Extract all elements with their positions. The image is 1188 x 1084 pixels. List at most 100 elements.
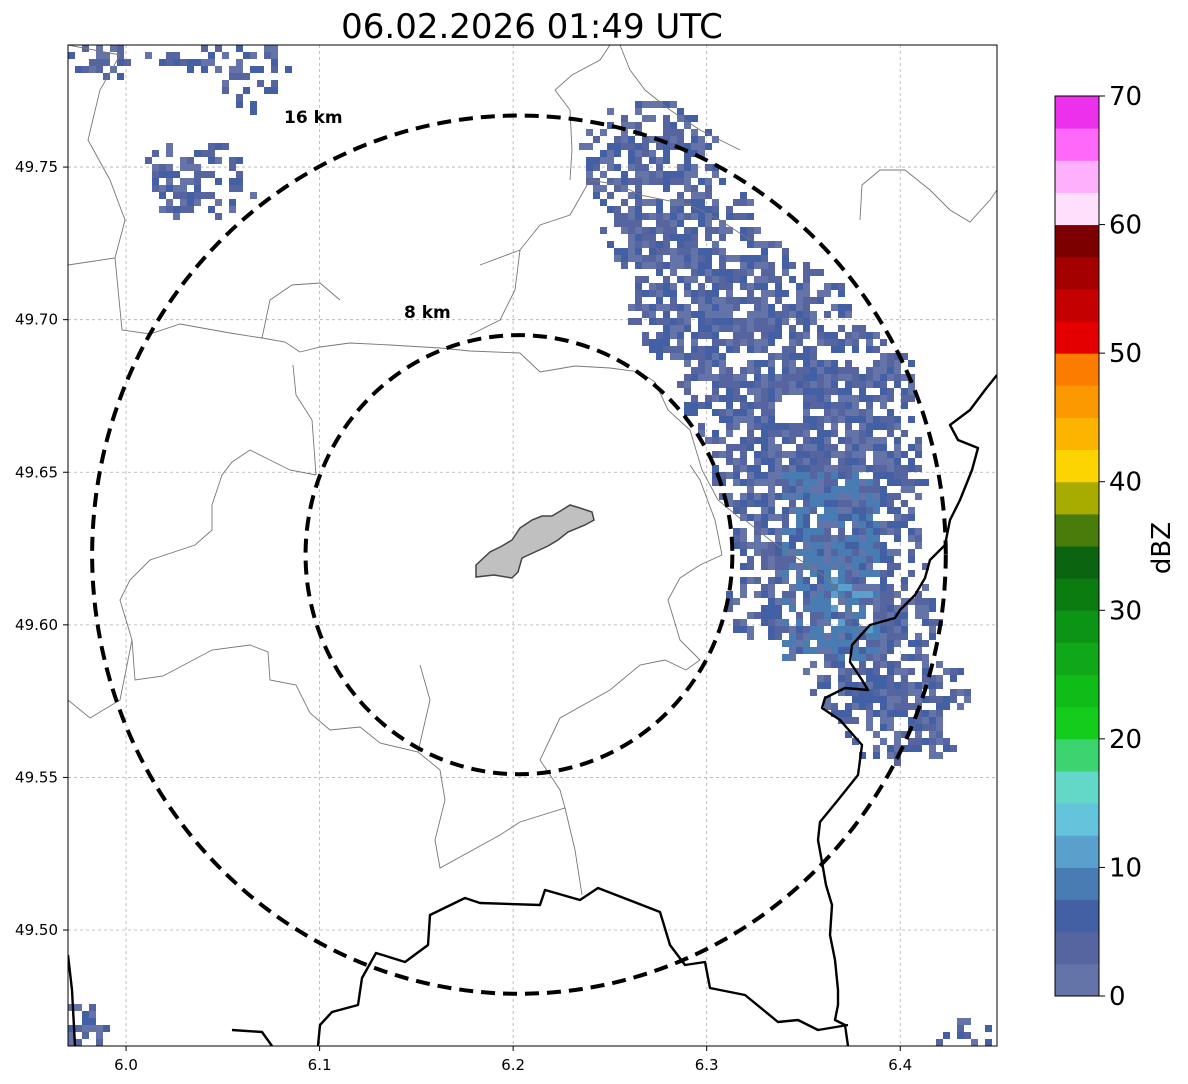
- echo-pixel: [740, 381, 747, 388]
- echo-pixel: [229, 199, 236, 206]
- echo-pixel: [663, 178, 670, 185]
- echo-pixel: [768, 528, 775, 535]
- echo-pixel: [887, 724, 894, 731]
- echo-pixel: [950, 668, 957, 675]
- echo-pixel: [817, 605, 824, 612]
- echo-pixel: [796, 297, 803, 304]
- echo-pixel: [866, 430, 873, 437]
- echo-pixel: [649, 213, 656, 220]
- echo-pixel: [656, 220, 663, 227]
- echo-pixel: [670, 346, 677, 353]
- echo-pixel: [880, 549, 887, 556]
- echo-pixel: [782, 360, 789, 367]
- echo-pixel: [747, 367, 754, 374]
- echo-pixel: [782, 507, 789, 514]
- echo-pixel: [796, 458, 803, 465]
- echo-pixel: [740, 192, 747, 199]
- echo-pixel: [628, 241, 635, 248]
- echo-pixel: [859, 423, 866, 430]
- echo-pixel: [936, 738, 943, 745]
- echo-pixel: [698, 304, 705, 311]
- echo-pixel: [768, 409, 775, 416]
- echo-pixel: [740, 507, 747, 514]
- echo-pixel: [761, 255, 768, 262]
- echo-pixel: [754, 262, 761, 269]
- echo-pixel: [726, 458, 733, 465]
- echo-pixel: [663, 213, 670, 220]
- echo-pixel: [152, 164, 159, 171]
- echo-pixel: [754, 493, 761, 500]
- echo-pixel: [159, 192, 166, 199]
- echo-pixel: [775, 297, 782, 304]
- echo-pixel: [908, 388, 915, 395]
- echo-pixel: [754, 479, 761, 486]
- echo-pixel: [670, 248, 677, 255]
- echo-pixel: [761, 563, 768, 570]
- echo-pixel: [775, 353, 782, 360]
- map-title: 06.02.2026 01:49 UTC: [341, 7, 723, 47]
- echo-pixel: [845, 584, 852, 591]
- echo-pixel: [908, 395, 915, 402]
- echo-pixel: [817, 395, 824, 402]
- echo-pixel: [817, 430, 824, 437]
- echo-pixel: [656, 304, 663, 311]
- echo-pixel: [887, 479, 894, 486]
- echo-pixel: [838, 535, 845, 542]
- echo-pixel: [670, 269, 677, 276]
- echo-pixel: [915, 745, 922, 752]
- echo-pixel: [873, 458, 880, 465]
- echo-pixel: [740, 528, 747, 535]
- echo-pixel: [887, 570, 894, 577]
- echo-pixel: [173, 185, 180, 192]
- echo-pixel: [712, 353, 719, 360]
- echo-pixel: [950, 675, 957, 682]
- echo-pixel: [768, 388, 775, 395]
- echo-pixel: [852, 458, 859, 465]
- echo-pixel: [803, 444, 810, 451]
- echo-pixel: [796, 304, 803, 311]
- echo-pixel: [887, 528, 894, 535]
- echo-pixel: [145, 157, 152, 164]
- echo-pixel: [810, 381, 817, 388]
- echo-pixel: [880, 542, 887, 549]
- echo-pixel: [957, 689, 964, 696]
- echo-pixel: [803, 465, 810, 472]
- echo-pixel: [761, 262, 768, 269]
- echo-pixel: [691, 234, 698, 241]
- echo-pixel: [663, 115, 670, 122]
- echo-pixel: [740, 213, 747, 220]
- echo-pixel: [775, 528, 782, 535]
- echo-pixel: [768, 612, 775, 619]
- echo-pixel: [747, 402, 754, 409]
- echo-pixel: [880, 360, 887, 367]
- echo-pixel: [649, 227, 656, 234]
- echo-pixel: [663, 248, 670, 255]
- echo-pixel: [635, 185, 642, 192]
- echo-pixel: [75, 1025, 82, 1032]
- echo-pixel: [663, 241, 670, 248]
- echo-pixel: [747, 633, 754, 640]
- echo-pixel: [761, 402, 768, 409]
- echo-pixel: [726, 591, 733, 598]
- colorbar-segment: [1055, 385, 1099, 418]
- echo-pixel: [789, 647, 796, 654]
- echo-pixel: [733, 304, 740, 311]
- echo-pixel: [880, 500, 887, 507]
- echo-pixel: [929, 682, 936, 689]
- echo-pixel: [768, 290, 775, 297]
- echo-pixel: [803, 556, 810, 563]
- echo-pixel: [733, 276, 740, 283]
- echo-pixel: [964, 1018, 971, 1025]
- echo-pixel: [866, 486, 873, 493]
- echo-pixel: [922, 675, 929, 682]
- echo-pixel: [635, 290, 642, 297]
- echo-pixel: [838, 493, 845, 500]
- echo-pixel: [852, 500, 859, 507]
- echo-pixel: [915, 738, 922, 745]
- echo-pixel: [922, 640, 929, 647]
- echo-pixel: [866, 381, 873, 388]
- echo-pixel: [677, 115, 684, 122]
- echo-pixel: [733, 472, 740, 479]
- echo-pixel: [782, 437, 789, 444]
- echo-pixel: [222, 80, 229, 87]
